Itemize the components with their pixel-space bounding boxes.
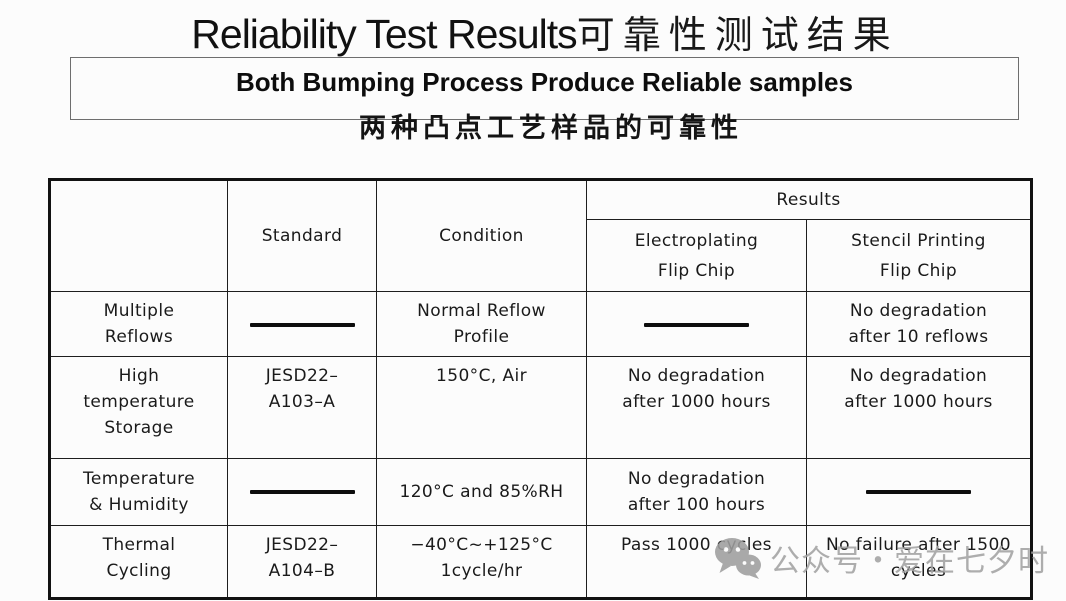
header-standard: Standard: [227, 179, 377, 292]
cell-standard: JESD22– A103–A: [227, 356, 377, 459]
page-title-english: Reliability Test Results: [191, 11, 577, 57]
dash-line: [644, 323, 749, 327]
cell-test-name: High temperature Storage: [49, 356, 228, 459]
cell-standard-na: [227, 458, 377, 526]
subtitle-chinese: 两种凸点工艺样品的可靠性: [359, 113, 743, 144]
subtitle-box: Both Bumping Process Produce Reliable sa…: [70, 57, 1019, 120]
header-results: Results: [586, 179, 1032, 220]
cell-stencil-result: No degradation after 1000 hours: [806, 356, 1032, 459]
cell-condition: 120°C and 85%RH: [376, 458, 587, 526]
page-title-chinese: 可靠性测试结果: [576, 13, 899, 57]
page-title: Reliability Test Results可靠性测试结果: [12, 4, 1066, 59]
cell-stencil-result: No degradation after 10 reflows: [806, 291, 1032, 357]
header-test-empty: [49, 179, 228, 292]
dash-line: [249, 323, 355, 327]
cell-electroplating-result: Pass 1000 cycles: [586, 525, 807, 599]
cell-test-name: Temperature & Humidity: [49, 458, 228, 526]
cell-electroplating-na: [586, 291, 807, 357]
header-electroplating-flip-chip: Electroplating Flip Chip: [586, 219, 807, 292]
dash-line: [866, 490, 971, 494]
subtitle-english: Both Bumping Process Produce Reliable sa…: [236, 67, 853, 97]
cell-electroplating-result: No degradation after 1000 hours: [586, 356, 807, 459]
table-row-thermal-cycling: Thermal Cycling JESD22– A104–B −40°C~+12…: [49, 525, 1032, 599]
cell-test-name: Multiple Reflows: [49, 291, 228, 357]
table-row-multiple-reflows: Multiple Reflows Normal Reflow Profile N…: [49, 291, 1032, 357]
cell-standard-na: [227, 291, 377, 357]
cell-electroplating-result: No degradation after 100 hours: [586, 458, 807, 526]
reliability-table: Standard Condition Results Electroplatin…: [48, 178, 1033, 600]
header-condition: Condition: [376, 179, 587, 292]
cell-test-name: Thermal Cycling: [49, 525, 228, 599]
cell-condition: Normal Reflow Profile: [376, 291, 587, 357]
cell-stencil-result: No failure after 1500 cycles: [806, 525, 1032, 599]
cell-condition: −40°C~+125°C 1cycle/hr: [376, 525, 587, 599]
header-stencil-printing-flip-chip: Stencil Printing Flip Chip: [806, 219, 1032, 292]
cell-standard: JESD22– A104–B: [227, 525, 377, 599]
table-row-temperature-humidity: Temperature & Humidity 120°C and 85%RH N…: [49, 458, 1032, 526]
table-header-row-top: Standard Condition Results: [49, 179, 1032, 292]
cell-stencil-na: [806, 458, 1032, 526]
cell-condition: 150°C, Air: [376, 356, 587, 459]
dash-line: [249, 490, 355, 494]
table-row-high-temperature-storage: High temperature Storage JESD22– A103–A …: [49, 356, 1032, 459]
